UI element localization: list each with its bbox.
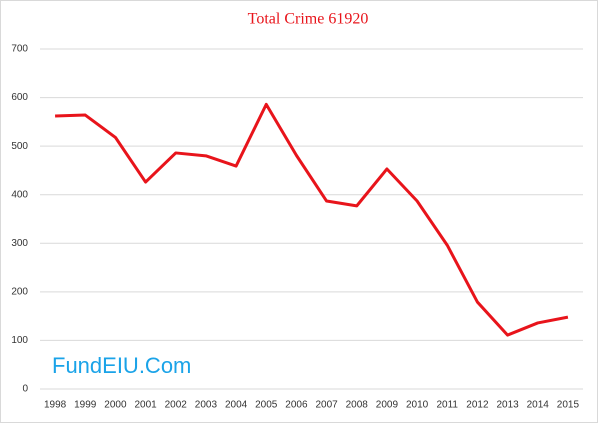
y-tick-label: 600 (11, 92, 28, 103)
x-tick-label: 1998 (44, 400, 67, 411)
y-tick-label: 100 (11, 335, 28, 346)
x-tick-label: 2007 (315, 400, 338, 411)
x-tick-label: 2001 (134, 400, 157, 411)
y-tick-label: 0 (22, 384, 28, 395)
x-tick-label: 2009 (376, 400, 399, 411)
x-tick-label: 2015 (557, 400, 580, 411)
y-tick-label: 500 (11, 141, 28, 152)
watermark: FundEIU.Com (52, 353, 191, 378)
x-tick-label: 2002 (165, 400, 188, 411)
x-tick-label: 2004 (225, 400, 248, 411)
x-tick-label: 1999 (74, 400, 97, 411)
y-tick-label: 200 (11, 286, 28, 297)
x-tick-label: 2000 (104, 400, 127, 411)
x-tick-label: 2006 (285, 400, 308, 411)
chart-title: Total Crime 61920 (248, 11, 369, 28)
line (55, 102, 569, 337)
x-tick-label: 2003 (195, 400, 218, 411)
x-tick-label: 2005 (255, 400, 278, 411)
y-tick-label: 700 (11, 44, 28, 55)
x-tick-label: 2011 (436, 400, 458, 411)
x-tick-label: 2014 (527, 400, 550, 411)
y-tick-label: 300 (11, 238, 28, 249)
x-tick-label: 2010 (406, 400, 429, 411)
y-tick-label: 400 (11, 189, 28, 200)
x-tick-label: 2008 (346, 400, 369, 411)
x-tick-label: 2013 (496, 400, 519, 411)
x-tick-label: 2012 (466, 400, 489, 411)
